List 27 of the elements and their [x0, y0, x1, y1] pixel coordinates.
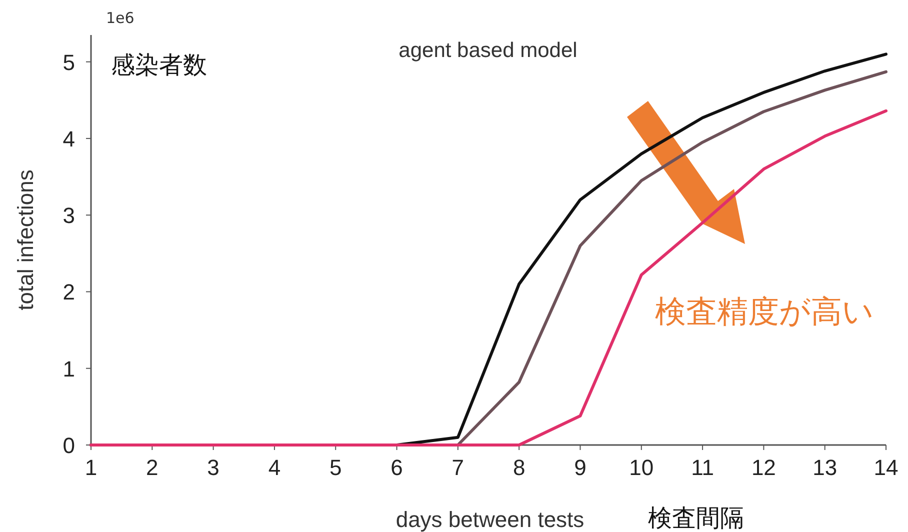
x-tick-label: 10	[629, 455, 654, 480]
x-tick-label: 8	[512, 455, 526, 480]
x-tick-label: 5	[329, 455, 342, 480]
text: 1e6	[106, 9, 134, 27]
x-tick-label: 14	[874, 455, 898, 480]
x-tick-label: 2	[146, 455, 158, 480]
y-tick-label: 0	[62, 433, 75, 458]
x-tick-label: 13	[812, 455, 838, 480]
text: 検査間隔	[648, 504, 744, 532]
x-tick-label: 12	[751, 455, 776, 480]
annotation: 検査精度が高い	[655, 294, 874, 330]
annotation: 感染者数	[111, 51, 207, 79]
x-tick-label: 6	[390, 455, 403, 480]
x-tick-label: 3	[207, 455, 220, 480]
y-tick-label: 1	[62, 356, 75, 382]
x-tick-label: 7	[452, 455, 464, 480]
x-tick-label: 4	[268, 455, 281, 480]
y-axis-title: total infections	[13, 170, 38, 310]
x-tick-label: 11	[691, 455, 714, 480]
chart-title: agent based model	[398, 39, 578, 62]
y-tick-label: 2	[62, 280, 75, 305]
x-axis-title: days between tests	[396, 507, 584, 532]
x-tick-label: 9	[574, 455, 586, 480]
y-tick-label: 5	[62, 50, 75, 75]
x-tick-label: 1	[84, 455, 98, 480]
y-tick-label: 3	[62, 203, 75, 228]
y-tick-label: 4	[62, 126, 75, 152]
